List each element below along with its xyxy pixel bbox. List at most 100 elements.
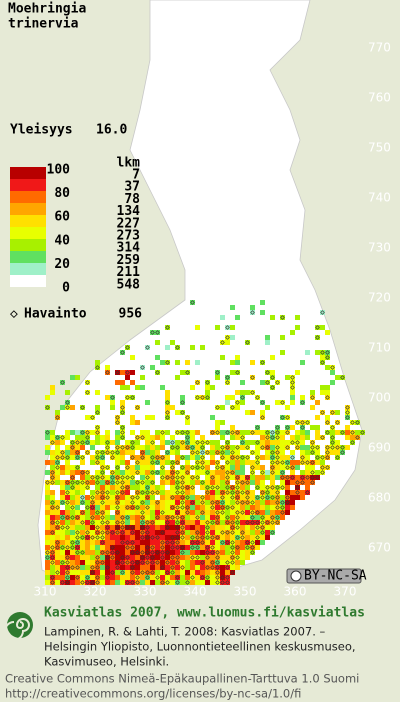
occurrence-cell bbox=[235, 400, 240, 405]
observation-marker bbox=[170, 535, 175, 540]
observation-marker bbox=[125, 540, 130, 545]
occurrence-cell bbox=[160, 460, 165, 465]
occurrence-cell bbox=[230, 435, 235, 440]
occurrence-cell bbox=[235, 510, 240, 515]
occurrence-cell bbox=[310, 470, 315, 475]
occurrence-cell bbox=[280, 315, 285, 320]
occurrence-cell bbox=[250, 510, 255, 515]
occurrence-cell bbox=[260, 540, 265, 545]
observation-marker bbox=[215, 370, 220, 375]
observation-marker bbox=[80, 495, 85, 500]
occurrence-cell bbox=[250, 475, 255, 480]
occurrence-cell bbox=[145, 580, 150, 585]
observation-marker bbox=[175, 535, 180, 540]
observation-marker bbox=[230, 455, 235, 460]
legend-swatch bbox=[10, 203, 46, 215]
occurrence-cell bbox=[310, 460, 315, 465]
observation-marker bbox=[110, 570, 115, 575]
observation-marker bbox=[125, 465, 130, 470]
occurrence-cell bbox=[120, 510, 125, 515]
occurrence-cell bbox=[160, 440, 165, 445]
observation-marker bbox=[360, 430, 365, 435]
observation-marker bbox=[175, 445, 180, 450]
occurrence-cell bbox=[110, 505, 115, 510]
occurrence-cell bbox=[195, 510, 200, 515]
occurrence-cell bbox=[110, 560, 115, 565]
occurrence-cell bbox=[250, 305, 255, 310]
observation-marker bbox=[65, 570, 70, 575]
occurrence-cell bbox=[125, 470, 130, 475]
occurrence-cell bbox=[225, 340, 230, 345]
occurrence-cell bbox=[215, 570, 220, 575]
observation-marker bbox=[110, 530, 115, 535]
legend-level: 40 bbox=[54, 233, 70, 248]
occurrence-cell bbox=[95, 565, 100, 570]
occurrence-cell bbox=[195, 580, 200, 585]
observation-marker bbox=[135, 495, 140, 500]
occurrence-cell bbox=[90, 530, 95, 535]
occurrence-cell bbox=[45, 485, 50, 490]
observation-marker bbox=[210, 485, 215, 490]
observation-marker bbox=[150, 470, 155, 475]
occurrence-cell bbox=[175, 575, 180, 580]
occurrence-cell bbox=[185, 420, 190, 425]
occurrence-cell bbox=[285, 425, 290, 430]
observation-marker bbox=[135, 490, 140, 495]
occurrence-cell bbox=[245, 430, 250, 435]
occurrence-cell bbox=[265, 405, 270, 410]
observation-marker bbox=[110, 475, 115, 480]
observation-marker bbox=[255, 525, 260, 530]
occurrence-cell bbox=[320, 460, 325, 465]
occurrence-cell bbox=[100, 490, 105, 495]
observation-marker bbox=[100, 550, 105, 555]
occurrence-cell bbox=[265, 440, 270, 445]
occurrence-cell bbox=[70, 430, 75, 435]
northing-label: 690 bbox=[368, 441, 391, 455]
observation-marker bbox=[50, 555, 55, 560]
occurrence-cell bbox=[215, 500, 220, 505]
occurrence-cell bbox=[265, 525, 270, 530]
occurrence-cell bbox=[130, 465, 135, 470]
occurrence-cell bbox=[225, 395, 230, 400]
observation-marker bbox=[175, 460, 180, 465]
occurrence-cell bbox=[185, 435, 190, 440]
observation-marker bbox=[205, 535, 210, 540]
observation-marker bbox=[95, 580, 100, 585]
observation-marker bbox=[265, 520, 270, 525]
occurrence-cell bbox=[50, 540, 55, 545]
occurrence-cell bbox=[280, 465, 285, 470]
occurrence-cell bbox=[90, 430, 95, 435]
occurrence-cell bbox=[235, 465, 240, 470]
observation-marker bbox=[60, 500, 65, 505]
occurrence-cell bbox=[200, 560, 205, 565]
observation-marker bbox=[170, 505, 175, 510]
occurrence-cell bbox=[60, 380, 65, 385]
easting-label: 310 bbox=[34, 585, 57, 599]
occurrence-cell bbox=[195, 395, 200, 400]
occurrence-cell bbox=[125, 535, 130, 540]
occurrence-cell bbox=[255, 465, 260, 470]
observation-marker bbox=[65, 405, 70, 410]
observation-marker bbox=[85, 530, 90, 535]
occurrence-cell bbox=[135, 490, 140, 495]
occurrence-cell bbox=[225, 475, 230, 480]
occurrence-cell bbox=[325, 430, 330, 435]
occurrence-cell bbox=[280, 470, 285, 475]
occurrence-cell bbox=[155, 450, 160, 455]
occurrence-cell bbox=[115, 370, 120, 375]
occurrence-cell bbox=[205, 570, 210, 575]
observation-marker bbox=[75, 450, 80, 455]
occurrence-cell bbox=[290, 375, 295, 380]
observation-marker bbox=[180, 475, 185, 480]
observation-marker bbox=[245, 455, 250, 460]
observation-marker bbox=[210, 560, 215, 565]
occurrence-cell bbox=[190, 555, 195, 560]
observation-marker bbox=[315, 325, 320, 330]
occurrence-cell bbox=[315, 430, 320, 435]
observation-marker bbox=[180, 530, 185, 535]
occurrence-cell bbox=[160, 555, 165, 560]
occurrence-cell bbox=[200, 435, 205, 440]
occurrence-cell bbox=[185, 505, 190, 510]
occurrence-cell bbox=[245, 485, 250, 490]
observation-marker bbox=[230, 505, 235, 510]
